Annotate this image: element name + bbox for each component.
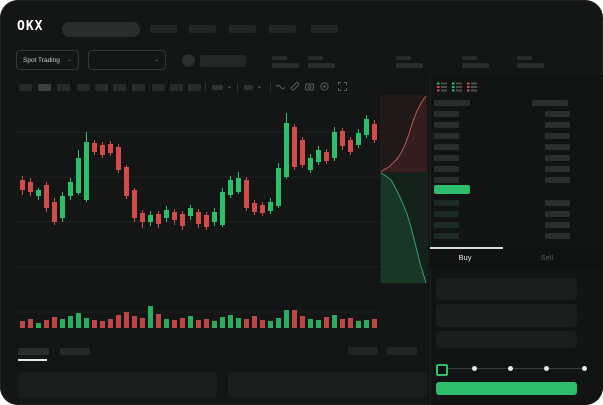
timeframe-button[interactable] xyxy=(152,84,165,91)
pair-name-placeholder xyxy=(200,55,246,67)
slider-dot[interactable] xyxy=(472,366,477,371)
divider xyxy=(270,82,271,92)
ask-row-price[interactable] xyxy=(434,111,459,117)
bottom-action-button-1[interactable] xyxy=(348,347,378,355)
bottom-tab-active[interactable] xyxy=(18,348,49,355)
buy-button[interactable] xyxy=(436,382,577,395)
nav-item[interactable] xyxy=(189,25,216,33)
nav-item[interactable] xyxy=(311,25,338,33)
ask-row-amount[interactable] xyxy=(545,155,570,161)
chevron-down-icon: ⌄ xyxy=(66,57,72,63)
ask-row-price[interactable] xyxy=(434,155,459,161)
amount-slider[interactable] xyxy=(442,368,586,369)
nav-item[interactable] xyxy=(229,25,256,33)
stat-label xyxy=(272,56,287,60)
indicator-dropdown[interactable]: ⌄ xyxy=(212,84,232,90)
bottom-tab-underline xyxy=(18,359,47,361)
ask-row-amount[interactable] xyxy=(545,177,570,183)
stat-value xyxy=(396,63,423,68)
trading-mode-label: Spot Trading xyxy=(23,56,60,64)
bottom-action-button-2[interactable] xyxy=(387,347,417,355)
ask-row-amount[interactable] xyxy=(545,133,570,139)
bid-row-amount[interactable] xyxy=(545,211,570,217)
book-combined-icon[interactable] xyxy=(437,82,447,92)
bid-row-price[interactable] xyxy=(434,222,459,228)
ask-row-amount[interactable] xyxy=(545,111,570,117)
timeframe-button[interactable] xyxy=(170,84,183,91)
stat-value xyxy=(517,63,544,68)
stat-value xyxy=(272,63,299,68)
slider-handle[interactable] xyxy=(436,364,448,376)
bid-row-price[interactable] xyxy=(434,233,459,239)
timeframe-button[interactable] xyxy=(132,84,145,91)
bottom-tab[interactable] xyxy=(60,348,90,355)
chevron-down-icon: ⌄ xyxy=(153,57,159,63)
ask-row-price[interactable] xyxy=(434,177,459,183)
ask-row-price[interactable] xyxy=(434,166,459,172)
timeframe-button[interactable] xyxy=(57,84,70,91)
divider xyxy=(205,82,206,92)
book-bids-icon[interactable] xyxy=(452,82,462,92)
depth-chart xyxy=(380,95,428,284)
ask-row-amount[interactable] xyxy=(545,144,570,150)
stat-label xyxy=(517,56,532,60)
slider-dot[interactable] xyxy=(582,366,587,371)
bid-row-price[interactable] xyxy=(434,200,459,206)
candlestick-chart[interactable] xyxy=(15,96,381,336)
orderbook-header-price xyxy=(434,100,470,106)
divider xyxy=(237,82,238,92)
amount-input[interactable] xyxy=(436,304,577,327)
fullscreen-icon[interactable] xyxy=(338,82,347,91)
price-input[interactable] xyxy=(436,278,577,300)
camera-icon[interactable] xyxy=(305,82,314,91)
timeframe-button[interactable] xyxy=(38,84,51,91)
bid-row-amount[interactable] xyxy=(545,222,570,228)
coin-icon xyxy=(182,54,195,67)
buy-tab-indicator xyxy=(430,247,503,249)
search-input[interactable] xyxy=(62,22,140,37)
nav-item[interactable] xyxy=(150,25,177,33)
ask-row-price[interactable] xyxy=(434,122,459,128)
book-asks-icon[interactable] xyxy=(467,82,477,92)
tab-sell[interactable]: Sell xyxy=(540,253,554,262)
timeframe-button[interactable] xyxy=(19,84,32,91)
total-input[interactable] xyxy=(436,331,577,348)
line-tool-icon[interactable] xyxy=(276,82,285,91)
ask-row-amount[interactable] xyxy=(545,122,570,128)
last-price-badge xyxy=(434,185,470,194)
order-book-panel xyxy=(430,75,603,405)
stat-label xyxy=(462,56,477,60)
ask-row-price[interactable] xyxy=(434,144,459,150)
bid-row-amount[interactable] xyxy=(545,233,570,239)
trade-tabbar: Buy Sell xyxy=(430,247,603,269)
draw-icon[interactable] xyxy=(290,82,299,91)
timeframe-button[interactable] xyxy=(95,84,108,91)
bid-row-amount[interactable] xyxy=(545,200,570,206)
chevron-down-icon: ⌄ xyxy=(227,84,233,90)
slider-dot[interactable] xyxy=(508,366,513,371)
bid-row-price[interactable] xyxy=(434,211,459,217)
timeframe-button[interactable] xyxy=(77,84,90,91)
history-panel xyxy=(228,372,427,398)
tab-buy[interactable]: Buy xyxy=(458,253,472,262)
trading-mode-selector[interactable]: Spot Trading ⌄ xyxy=(16,50,79,70)
stat-value xyxy=(308,63,335,68)
stat-value xyxy=(462,63,489,68)
stat-label xyxy=(396,56,411,60)
okx-logo[interactable]: OKX xyxy=(17,19,44,34)
chevron-down-icon: ⌄ xyxy=(257,84,263,90)
settings-icon[interactable] xyxy=(320,82,329,91)
nav-item[interactable] xyxy=(269,25,296,33)
pair-selector[interactable]: ⌄ xyxy=(88,50,166,70)
orderbook-header-amount xyxy=(532,100,568,106)
stat-label xyxy=(308,56,323,60)
timeframe-button[interactable] xyxy=(188,84,201,91)
orders-panel xyxy=(18,372,217,398)
timeframe-button[interactable] xyxy=(113,84,126,91)
chart-style-dropdown[interactable]: ⌄ xyxy=(244,84,262,90)
slider-dot[interactable] xyxy=(544,366,549,371)
ask-row-price[interactable] xyxy=(434,133,459,139)
ask-row-amount[interactable] xyxy=(545,166,570,172)
